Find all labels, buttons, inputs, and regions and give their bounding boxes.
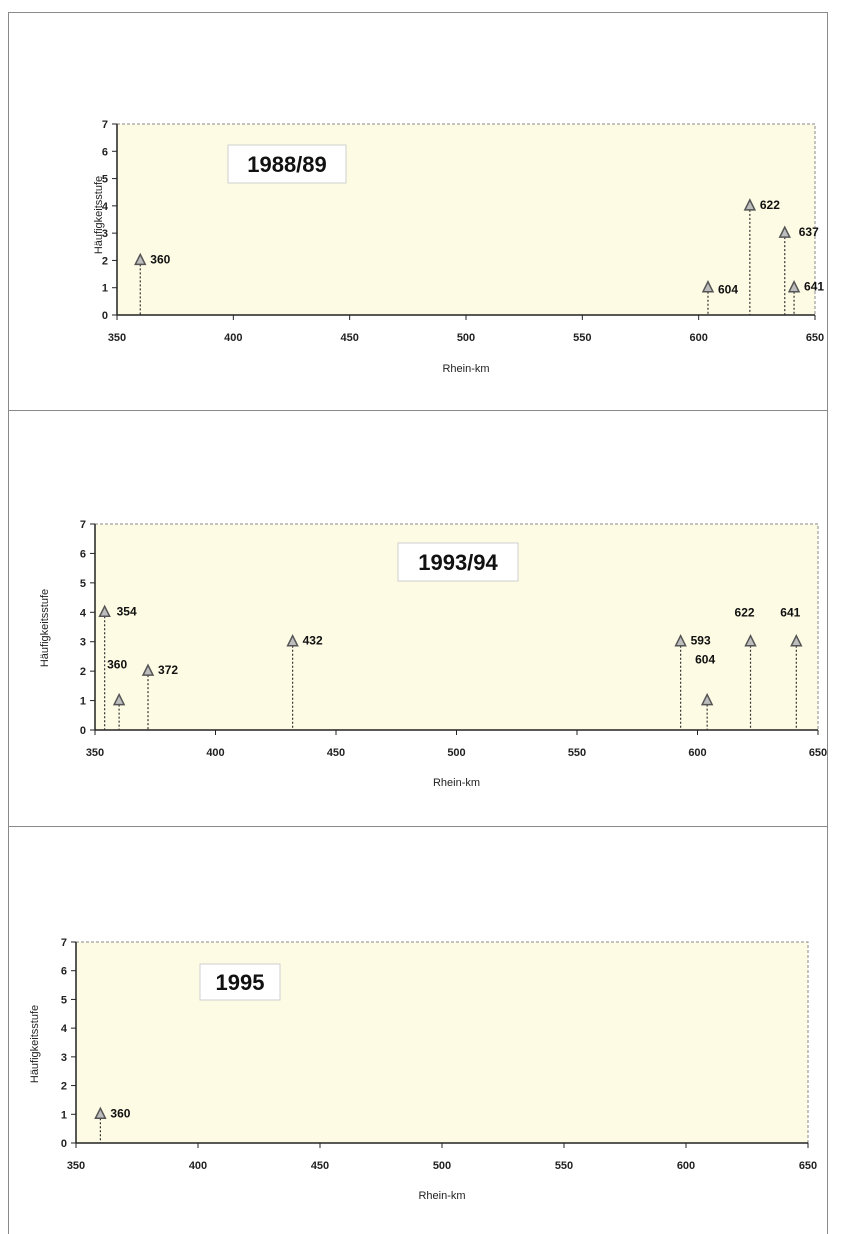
point-label: 641 xyxy=(804,280,824,294)
y-tick-label: 2 xyxy=(80,666,86,678)
x-tick-label: 450 xyxy=(311,1160,329,1172)
x-tick-label: 650 xyxy=(809,747,827,759)
x-tick-label: 500 xyxy=(433,1160,451,1172)
plot-area xyxy=(75,941,809,1144)
x-tick-label: 500 xyxy=(447,747,465,759)
y-tick-label: 0 xyxy=(61,1138,67,1150)
point-marker xyxy=(701,280,715,293)
title-box xyxy=(227,144,347,184)
x-tick-label: 400 xyxy=(206,747,224,759)
point-label: 593 xyxy=(691,634,711,648)
y-tick-label: 5 xyxy=(102,174,108,186)
y-tick-label: 1 xyxy=(80,696,86,708)
x-tick-label: 600 xyxy=(677,1160,695,1172)
y-tick-label: 7 xyxy=(61,937,67,949)
page-border-top xyxy=(8,12,828,13)
page-border-right xyxy=(827,12,828,1234)
x-tick-label: 450 xyxy=(340,332,358,344)
y-tick-label: 7 xyxy=(102,119,108,131)
y-axis-label: Häufigkeitsstufe xyxy=(29,1005,41,1083)
point-marker xyxy=(98,604,111,618)
point-marker xyxy=(700,692,714,706)
x-axis-label: Rhein-km xyxy=(418,1190,465,1202)
point-label: 360 xyxy=(107,658,127,672)
x-axis-label: Rhein-km xyxy=(442,363,489,375)
y-tick-label: 3 xyxy=(102,228,108,240)
point-marker xyxy=(787,280,801,293)
y-tick-label: 5 xyxy=(61,994,67,1006)
point-label: 604 xyxy=(718,283,738,297)
point-marker xyxy=(744,634,757,647)
x-tick-label: 600 xyxy=(689,332,707,344)
y-tick-label: 4 xyxy=(80,607,87,619)
point-marker xyxy=(112,692,126,706)
chart-title: 1993/94 xyxy=(418,550,498,575)
y-tick-label: 1 xyxy=(102,283,108,295)
point-label: 641 xyxy=(780,606,800,620)
x-tick-label: 500 xyxy=(457,332,475,344)
point-label: 622 xyxy=(735,606,755,620)
y-tick-label: 4 xyxy=(102,201,109,213)
chart-1993-94: 0 1 2 3 4 5 6 7 350 400 450 500 550 600 650 Rhein-km Häu… xyxy=(39,519,827,789)
x-tick-label: 550 xyxy=(568,747,586,759)
section-divider-2 xyxy=(8,826,828,827)
point-marker xyxy=(778,225,791,238)
point-marker xyxy=(743,198,757,211)
point-marker xyxy=(134,252,147,266)
y-tick-label: 0 xyxy=(102,310,108,322)
x-tick-label: 550 xyxy=(555,1160,573,1172)
point-label: 637 xyxy=(799,225,819,239)
point-label: 604 xyxy=(695,653,715,667)
chart-title: 1995 xyxy=(216,970,265,995)
y-tick-label: 4 xyxy=(61,1023,68,1035)
point-marker xyxy=(286,634,299,647)
y-tick-label: 3 xyxy=(80,637,86,649)
x-tick-label: 350 xyxy=(86,747,104,759)
point-label: 360 xyxy=(110,1106,130,1120)
y-tick-label: 7 xyxy=(80,519,86,531)
point-label: 622 xyxy=(760,198,780,212)
chart-1988-89: 0 1 2 3 4 5 6 7 350 400 450 500 550 600 650 Rhein-km Häu… xyxy=(93,119,824,375)
x-tick-label: 400 xyxy=(189,1160,207,1172)
point-marker xyxy=(141,663,155,676)
y-tick-label: 1 xyxy=(61,1109,67,1121)
section-divider-1 xyxy=(8,410,828,411)
x-tick-label: 350 xyxy=(108,332,126,344)
point-marker xyxy=(94,1106,107,1120)
y-tick-label: 5 xyxy=(80,578,86,590)
x-tick-label: 450 xyxy=(327,747,345,759)
x-tick-label: 650 xyxy=(799,1160,817,1172)
y-tick-label: 6 xyxy=(80,548,86,560)
point-label: 372 xyxy=(158,663,178,677)
point-label: 432 xyxy=(303,634,323,648)
y-tick-label: 6 xyxy=(61,966,67,978)
y-axis-label: Häufigkeitsstufe xyxy=(93,176,105,254)
x-tick-label: 650 xyxy=(806,332,824,344)
y-tick-label: 0 xyxy=(80,725,86,737)
point-marker xyxy=(674,634,687,647)
page-border-left xyxy=(8,12,9,1234)
y-axis-label: Häufigkeitsstufe xyxy=(39,589,51,667)
x-axis-label: Rhein-km xyxy=(433,777,480,789)
y-tick-label: 3 xyxy=(61,1052,67,1064)
y-tick-label: 2 xyxy=(102,255,108,267)
x-tick-label: 600 xyxy=(688,747,706,759)
chart-1995: 0 1 2 3 4 5 6 7 350 400 450 500 550 600 650 Rhein-km Häu… xyxy=(29,937,817,1202)
point-marker xyxy=(790,634,803,647)
y-tick-label: 2 xyxy=(61,1081,67,1093)
chart-title: 1988/89 xyxy=(247,152,327,177)
title-box xyxy=(397,542,519,582)
y-tick-label: 6 xyxy=(102,146,108,158)
x-tick-label: 400 xyxy=(224,332,242,344)
x-tick-label: 350 xyxy=(67,1160,85,1172)
point-label: 354 xyxy=(117,604,137,618)
x-tick-label: 550 xyxy=(573,332,591,344)
point-label: 360 xyxy=(150,252,170,266)
title-box xyxy=(199,963,281,1001)
